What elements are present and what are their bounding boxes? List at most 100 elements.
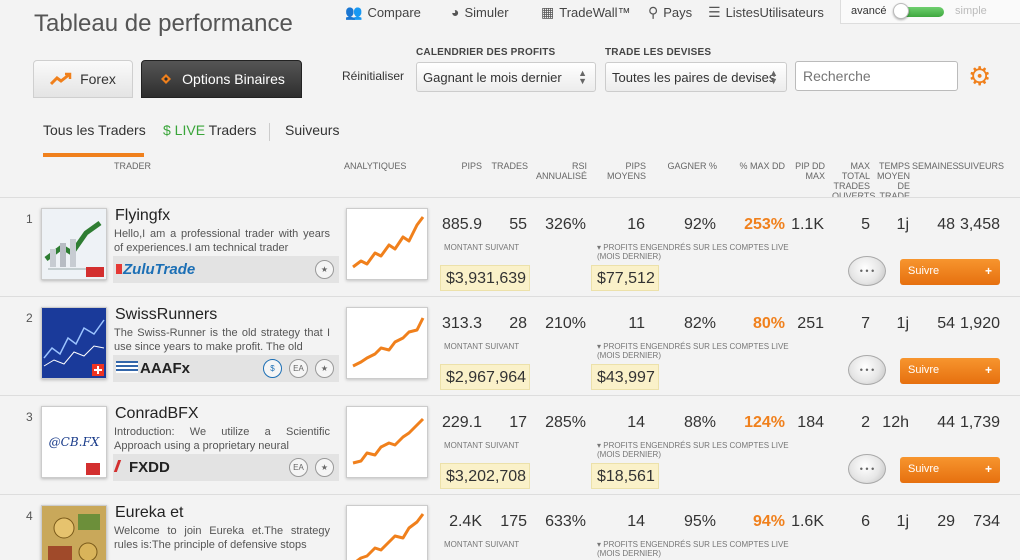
performance-chart[interactable]: [346, 406, 428, 478]
network-icon: ▦: [541, 3, 555, 20]
rsi-value: 285%: [545, 414, 586, 431]
col-rsi[interactable]: RSI ANNUALISÉ: [535, 161, 587, 181]
tab-forex[interactable]: Forex: [33, 60, 133, 98]
gear-icon[interactable]: ⚙: [968, 61, 992, 91]
max-dd-value: 124%: [744, 414, 785, 431]
performance-chart[interactable]: [346, 307, 428, 379]
follow-amount: $3,931,639: [440, 265, 530, 291]
follow-button[interactable]: Suivre +: [900, 457, 1000, 483]
search-input[interactable]: [795, 61, 958, 91]
calendar-select[interactable]: Gagnant le mois dernier ▲ ▼: [416, 62, 596, 92]
follow-button[interactable]: Suivre +: [900, 358, 1000, 384]
trader-name[interactable]: SwissRunners: [115, 306, 218, 323]
broker-name: FXDD: [129, 459, 170, 476]
trader-avatar[interactable]: [41, 307, 107, 379]
pairs-select-value: Toutes les paires de devises: [612, 70, 776, 85]
col-avg-pips[interactable]: PIPS MOYENS: [606, 161, 646, 181]
avatar-text: @CB.FX: [48, 435, 100, 449]
weeks-value: 48: [937, 216, 955, 233]
win-rate-value: 92%: [683, 216, 716, 233]
mode-toggle-knob[interactable]: [893, 3, 909, 19]
rsi-value: 326%: [545, 216, 586, 233]
trades-value: 17: [509, 414, 527, 431]
col-pipdd[interactable]: PIP DD MAX: [795, 161, 825, 181]
comment-icon[interactable]: • • •: [848, 256, 886, 286]
broker-name: ZuluTrade: [123, 261, 196, 278]
nav-userlists-label: ListesUtilisateurs: [725, 4, 824, 20]
star-icon[interactable]: ★: [315, 359, 334, 378]
followers-value: 734: [973, 513, 1000, 530]
avg-time-value: 1j: [896, 513, 909, 530]
trader-name[interactable]: Flyingfx: [115, 207, 171, 224]
col-pips[interactable]: PIPS: [461, 161, 482, 171]
trader-name[interactable]: Eureka et: [115, 504, 184, 521]
broker-logo-mark: [116, 361, 138, 373]
reset-button[interactable]: Réinitialiser: [342, 69, 405, 83]
max-open-value: 7: [861, 315, 870, 332]
tab-forex-label: Forex: [80, 71, 116, 87]
win-rate-value: 82%: [683, 315, 716, 332]
broker-name: AAAFx: [140, 360, 191, 377]
col-trades[interactable]: TRADES: [491, 161, 528, 171]
nav-compare[interactable]: 👥 Compare: [345, 3, 421, 21]
star-icon[interactable]: ★: [315, 260, 334, 279]
tab-binary-options[interactable]: Options Binaires: [141, 60, 302, 98]
nav-simulate-label: Simuler: [464, 4, 509, 20]
live-profits-text: PROFITS ENGENDRÉS SUR LES COMPTES LIVE (…: [597, 342, 789, 360]
col-avgtime[interactable]: TEMPS MOYEN DE TRADE: [876, 161, 910, 201]
subtab-followers[interactable]: Suiveurs: [285, 122, 340, 138]
calendar-select-value: Gagnant le mois dernier: [423, 70, 562, 85]
col-followers[interactable]: SUIVEURS: [958, 161, 1005, 171]
win-rate-value: 95%: [683, 513, 716, 530]
nav-countries[interactable]: ⚲ Pays: [648, 3, 692, 21]
trader-avatar[interactable]: [41, 208, 107, 280]
col-analytics[interactable]: ANALYTIQUES: [344, 161, 407, 171]
live-profits-label: ▾ PROFITS ENGENDRÉS SUR LES COMPTES LIVE…: [597, 243, 797, 261]
comment-icon[interactable]: • • •: [848, 355, 886, 385]
dollar-icon[interactable]: $: [263, 359, 282, 378]
follow-button-label: Suivre: [908, 463, 940, 475]
ea-icon[interactable]: EA: [289, 359, 308, 378]
comment-icon[interactable]: • • •: [848, 454, 886, 484]
trader-avatar[interactable]: [41, 505, 107, 560]
follow-button[interactable]: Suivre +: [900, 259, 1000, 285]
col-win[interactable]: GAGNER %: [667, 161, 717, 171]
pip-dd-value: 251: [797, 315, 824, 332]
pairs-select[interactable]: Toutes les paires de devises ▲ ▼: [605, 62, 787, 92]
performance-chart[interactable]: [346, 505, 428, 560]
trader-rank: 3: [26, 410, 33, 424]
trader-avatar[interactable]: @CB.FX: [41, 406, 107, 478]
next-amount-label: MONTANT SUIVANT: [444, 243, 520, 252]
trader-name[interactable]: ConradBFX: [115, 405, 199, 422]
subtab-live-traders[interactable]: $ LIVE Traders: [163, 122, 256, 138]
nav-simulate[interactable]: ◕ Simuler: [451, 3, 509, 21]
nav-tradewall[interactable]: ▦ TradeWall™: [541, 3, 631, 21]
trades-value: 28: [509, 315, 527, 332]
live-profits-label: ▾ PROFITS ENGENDRÉS SUR LES COMPTES LIVE…: [597, 540, 797, 558]
page-title: Tableau de performance: [34, 10, 293, 37]
caret-down-icon: ▾: [597, 243, 604, 252]
trades-value: 55: [509, 216, 527, 233]
rsi-value: 210%: [545, 315, 586, 332]
col-weeks[interactable]: SEMAINES: [912, 161, 959, 171]
col-maxdd[interactable]: % MAX DD: [739, 161, 785, 171]
avg-pips-value: 16: [627, 216, 645, 233]
col-trader[interactable]: TRADER: [114, 161, 152, 171]
speedometer-icon: ◕: [451, 4, 460, 20]
options-icon: [161, 74, 172, 84]
avg-time-value: 1j: [896, 216, 909, 233]
pips-value: 2.4K: [449, 513, 482, 530]
plus-icon: +: [984, 363, 992, 377]
rsi-value: 633%: [545, 513, 586, 530]
star-icon[interactable]: ★: [315, 458, 334, 477]
avg-pips-value: 11: [628, 315, 645, 332]
avg-pips-value: 14: [627, 414, 645, 431]
performance-chart[interactable]: [346, 208, 428, 280]
ea-icon[interactable]: EA: [289, 458, 308, 477]
subtab-all-traders[interactable]: Tous les Traders: [43, 122, 146, 138]
caret-down-icon: ▾: [597, 342, 604, 351]
live-profits-text: PROFITS ENGENDRÉS SUR LES COMPTES LIVE (…: [597, 540, 789, 558]
mode-toggle[interactable]: [896, 7, 944, 17]
nav-userlists[interactable]: ☰ ListesUtilisateurs: [708, 3, 824, 21]
col-maxopen[interactable]: MAX TOTAL TRADES OUVERTS: [832, 161, 876, 201]
